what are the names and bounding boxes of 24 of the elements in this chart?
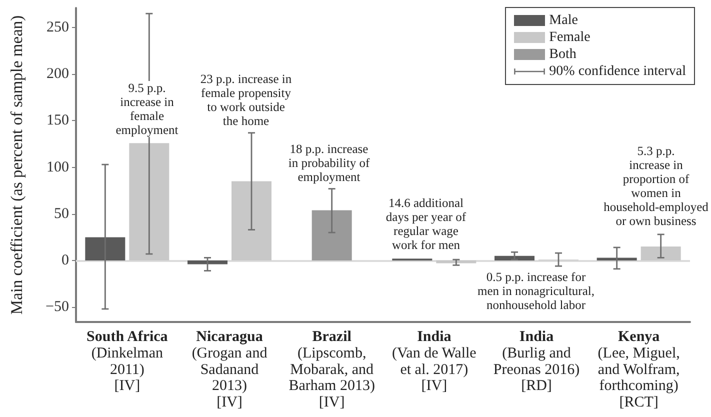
x-tick-label: Brazil (Lipscomb, Mobarak, and Barham 2013) [IV] <box>288 329 375 410</box>
legend-label: Male <box>549 12 578 29</box>
annotation: 0.5 p.p. increase for men in nonagricultural, nonhousehold labor <box>478 270 594 312</box>
annotation: 14.6 additional days per year of regular wage work for men <box>386 196 467 252</box>
annotation: 18 p.p. increase in probability of employment <box>288 142 370 184</box>
y-tick-label: −50 <box>46 299 69 316</box>
y-tick-label: 150 <box>46 112 69 129</box>
y-axis-title: Main coefficient (as percent of sample mean) <box>7 15 26 315</box>
x-tick-label: Nicaragua (Grogan and Sadanand 2013) [IV] <box>192 329 268 410</box>
y-tick-label: 0 <box>62 252 69 269</box>
annotation: 5.3 p.p. increase in proportion of women in household-employed or own business <box>604 144 710 228</box>
x-tick-label: Kenya (Lee, Miguel, and Wolfram, forthcoming) [RCT] <box>598 329 680 410</box>
legend-label: Female <box>549 29 590 46</box>
y-tick-label: 100 <box>46 159 69 176</box>
x-tick-label: South Africa (Dinkelman 2011) [IV] <box>86 329 168 394</box>
y-tick-label: 250 <box>46 20 69 36</box>
y-tick-label: 50 <box>54 206 69 222</box>
x-tick-label: India (Burlig and Preonas 2016) [RD] <box>493 329 580 394</box>
x-tick-label: India (Van de Walle et al. 2017) [IV] <box>392 329 477 394</box>
annotation: 23 p.p. increase in female propensity to work outside the home <box>200 72 292 128</box>
y-tick-label: 200 <box>46 66 69 82</box>
annotation: 90% confidence interval <box>549 63 686 80</box>
annotation: 9.5 p.p. increase in female employment <box>116 81 179 137</box>
legend-label: Both <box>549 46 576 63</box>
